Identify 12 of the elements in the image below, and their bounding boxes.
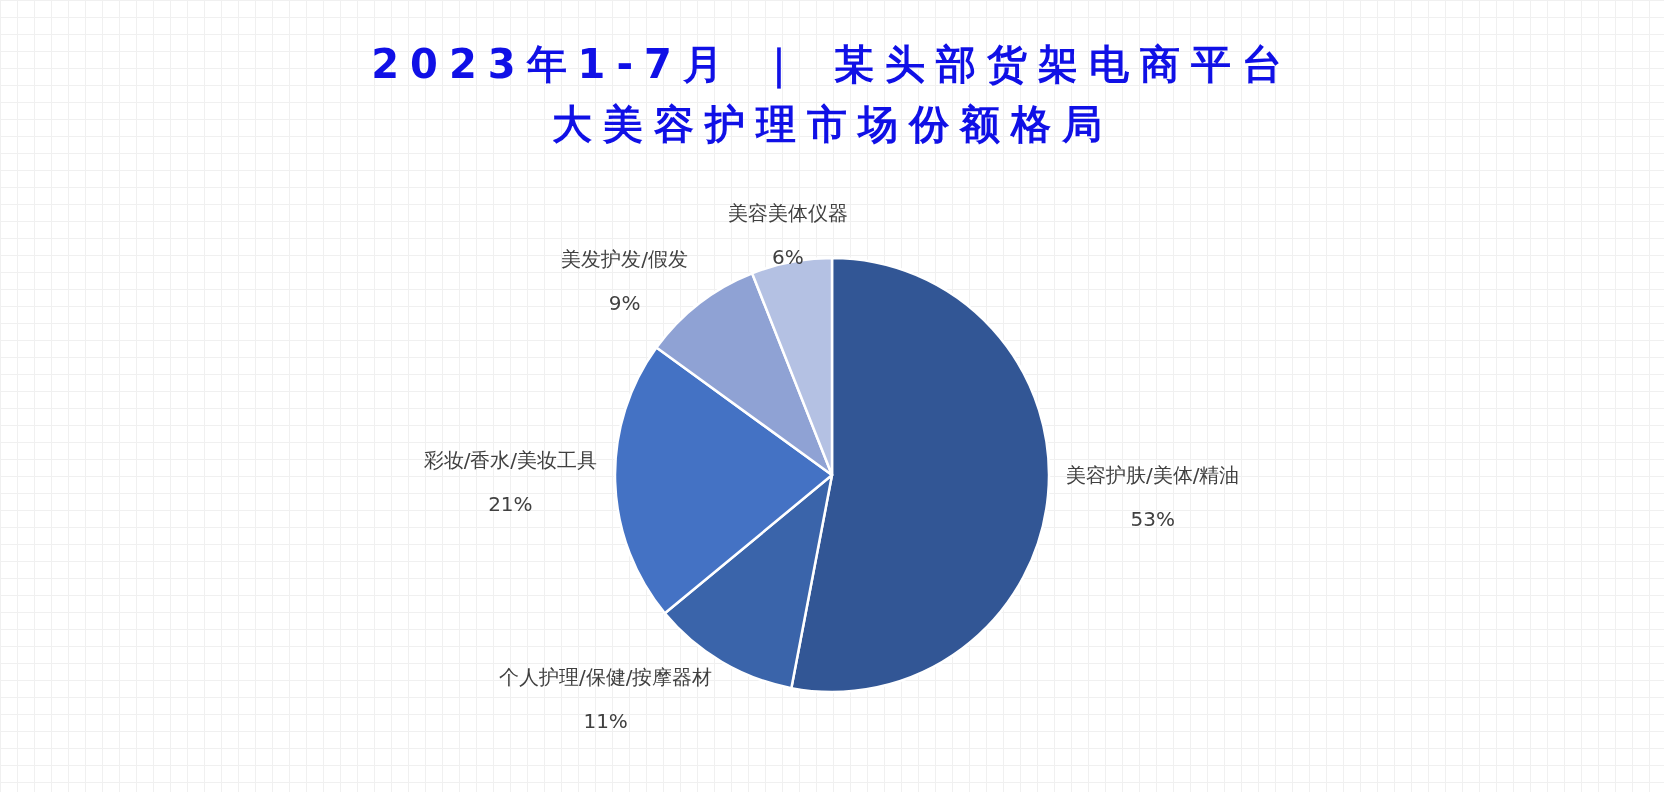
slice-label: 美容护肤/美体/精油 <box>1065 463 1240 488</box>
chart-subtitle: 大美容护理市场份额格局 <box>551 101 1113 147</box>
data-label: 11% <box>583 709 628 734</box>
data-label: 21% <box>488 492 533 517</box>
data-label: 53% <box>1130 507 1175 532</box>
slice-label: 美容美体仪器 <box>727 201 848 226</box>
data-label: 6% <box>772 245 804 270</box>
slice-label: 彩妆/香水/美妆工具 <box>423 448 598 473</box>
slice-label: 美发护发/假发 <box>561 246 688 271</box>
data-label: 9% <box>608 290 641 315</box>
chart-title: 2023年1-7月 ｜ 某头部货架电商平台 <box>371 41 1293 89</box>
slice-label: 个人护理/保健/按摩器材 <box>498 665 713 690</box>
